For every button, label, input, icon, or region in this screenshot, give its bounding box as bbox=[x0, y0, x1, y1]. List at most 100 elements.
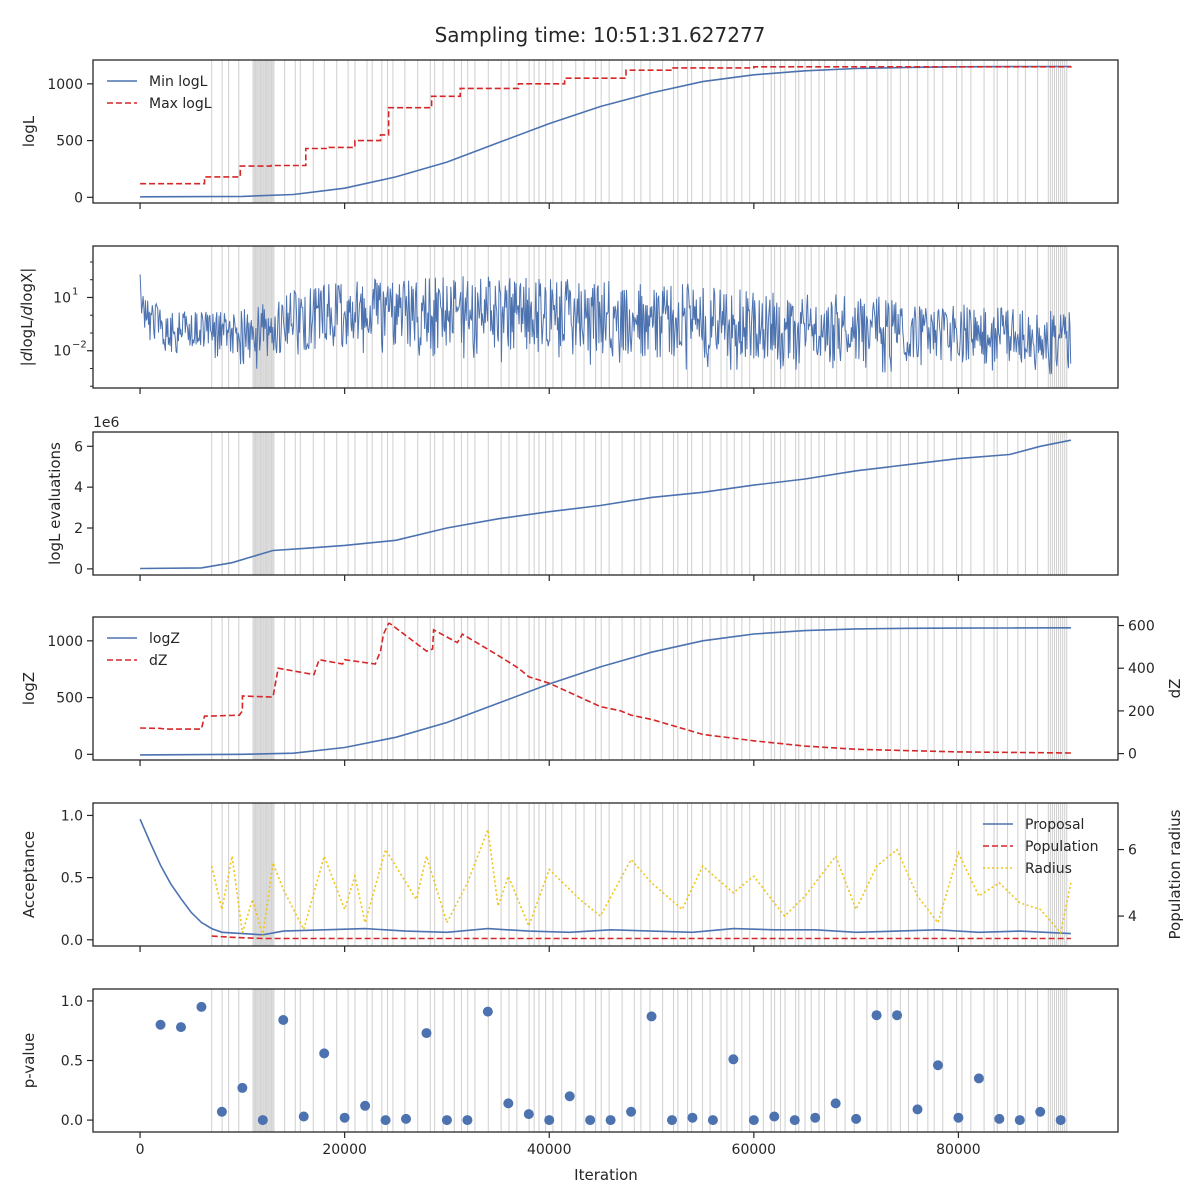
data-point bbox=[564, 1091, 575, 1102]
panel-2: 10 110 −2|dlogL/dlogX| bbox=[18, 245, 1119, 394]
y-tick-label: 1.0 bbox=[61, 808, 83, 824]
y-axis-label: logL bbox=[20, 115, 38, 147]
axes-frame bbox=[92, 245, 1119, 389]
y2-tick-label: 200 bbox=[1128, 704, 1155, 720]
data-point bbox=[462, 1115, 473, 1126]
data-point bbox=[544, 1115, 555, 1126]
data-point bbox=[666, 1115, 677, 1126]
y2-tick-label: 4 bbox=[1128, 909, 1137, 925]
data-point bbox=[994, 1113, 1005, 1124]
plot-area bbox=[155, 1001, 1066, 1126]
data-point bbox=[953, 1112, 964, 1123]
panel-6: 0 20000 40000 60000 80000 0.0 0.5 1.0 p-value bbox=[20, 988, 1119, 1158]
data-point bbox=[810, 1112, 821, 1123]
data-point bbox=[626, 1106, 637, 1117]
data-point bbox=[871, 1010, 882, 1021]
series-radius bbox=[210, 829, 1072, 937]
y-tick-label: 1000 bbox=[47, 634, 83, 650]
x-tick-label: 20000 bbox=[322, 1142, 367, 1158]
panel-4: 0 500 1000 0 200 400 600 dZ logZ logZ dZ bbox=[20, 616, 1184, 766]
x-tick-label: 60000 bbox=[732, 1142, 777, 1158]
y-tick-label: 500 bbox=[56, 691, 83, 707]
series-dz bbox=[140, 622, 1071, 754]
legend-label: Radius bbox=[1025, 861, 1072, 877]
data-point bbox=[1055, 1115, 1066, 1126]
data-point bbox=[769, 1111, 780, 1122]
y-tick-exponent: −2 bbox=[72, 340, 87, 351]
axes-frame bbox=[92, 431, 1119, 576]
series-population bbox=[211, 935, 1071, 940]
plot-area bbox=[139, 274, 1072, 375]
axes-frame bbox=[92, 988, 1119, 1133]
data-point bbox=[360, 1100, 371, 1111]
y-tick-label: 0.0 bbox=[61, 933, 83, 949]
axes-frame bbox=[92, 802, 1119, 947]
legend: logZ dZ bbox=[107, 631, 180, 669]
y2-axis-label: dZ bbox=[1166, 679, 1184, 699]
data-point bbox=[319, 1048, 330, 1059]
replacement-markers bbox=[211, 989, 1068, 1132]
data-point bbox=[728, 1054, 739, 1065]
data-point bbox=[932, 1060, 943, 1071]
series-max-logl bbox=[140, 66, 1072, 185]
y-tick-label: 2 bbox=[74, 521, 83, 537]
y-tick-label: 0.0 bbox=[61, 1113, 83, 1129]
y-axis-label: |dlogL/dlogX| bbox=[18, 268, 36, 367]
replacement-markers bbox=[211, 617, 1068, 760]
panel-5: 0.0 0.5 1.0 4 6 Population radius Acceptance Pr… bbox=[20, 802, 1184, 952]
y2-tick-label: 600 bbox=[1128, 619, 1155, 635]
y-tick-label: 1000 bbox=[47, 77, 83, 93]
x-tick-label: 80000 bbox=[936, 1142, 981, 1158]
legend: Min logL Max logL bbox=[107, 74, 212, 112]
legend-label: dZ bbox=[149, 653, 167, 669]
data-point bbox=[892, 1010, 903, 1021]
y-tick-label: 6 bbox=[74, 439, 83, 455]
series-min-logl bbox=[140, 65, 1071, 198]
data-point bbox=[503, 1098, 514, 1109]
data-point bbox=[401, 1113, 412, 1124]
replacement-markers bbox=[211, 246, 1068, 388]
replacement-markers bbox=[211, 432, 1068, 575]
legend-label: Max logL bbox=[149, 96, 212, 112]
y-tick-label: 0 bbox=[74, 562, 83, 578]
data-point bbox=[851, 1113, 862, 1124]
data-point bbox=[339, 1112, 350, 1123]
data-point bbox=[278, 1014, 289, 1025]
y-tick-label: 0.5 bbox=[61, 1054, 83, 1070]
plot-area bbox=[140, 65, 1072, 198]
data-point bbox=[830, 1098, 841, 1109]
series-line-1 bbox=[140, 439, 1072, 570]
data-point bbox=[973, 1073, 984, 1084]
x-tick-label: 40000 bbox=[527, 1142, 572, 1158]
axes-frame bbox=[92, 59, 1119, 204]
y-tick-label: 0 bbox=[74, 747, 83, 763]
y-axis-label: p-value bbox=[20, 1033, 38, 1089]
data-point bbox=[1035, 1106, 1046, 1117]
y-axis-label: logZ bbox=[20, 672, 38, 705]
data-point bbox=[789, 1115, 800, 1126]
data-point bbox=[298, 1111, 309, 1122]
legend-label: Proposal bbox=[1025, 817, 1084, 833]
panel-3: 0 2 4 6 logL evaluations 1e6 bbox=[46, 415, 1119, 581]
y2-tick-label: 0 bbox=[1128, 747, 1137, 763]
legend-label: Min logL bbox=[149, 74, 208, 90]
y-axis-label: Acceptance bbox=[20, 831, 38, 918]
plot-area bbox=[140, 622, 1071, 756]
y-tick-label: 10 bbox=[53, 344, 71, 360]
data-point bbox=[687, 1112, 698, 1123]
x-tick-label: 0 bbox=[136, 1142, 145, 1158]
y-tick-label: 10 bbox=[53, 290, 71, 306]
data-point bbox=[257, 1115, 268, 1126]
y-tick-exponent: 1 bbox=[72, 286, 78, 297]
data-point bbox=[523, 1109, 534, 1120]
plot-area bbox=[139, 818, 1072, 940]
data-point bbox=[482, 1006, 493, 1017]
data-point bbox=[441, 1115, 452, 1126]
x-axis-label: Iteration bbox=[574, 1166, 638, 1184]
series-logz bbox=[140, 627, 1071, 756]
y2-tick-label: 400 bbox=[1128, 661, 1155, 677]
y-tick-label: 0 bbox=[74, 190, 83, 206]
y-tick-label: 4 bbox=[74, 480, 83, 496]
panel-1: 0 500 1000 logL Min logL Max logL bbox=[20, 59, 1119, 209]
